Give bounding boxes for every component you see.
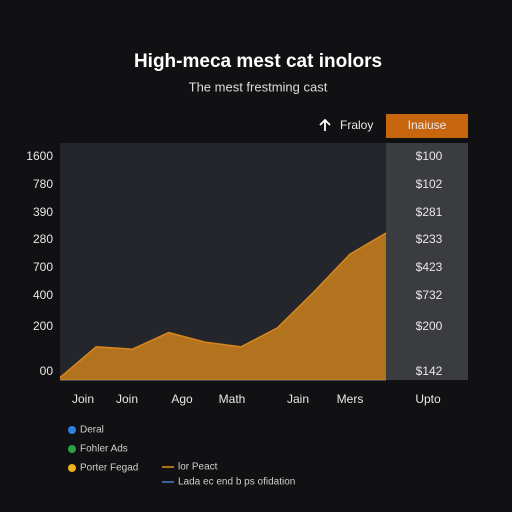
y-tick-label: 280	[33, 232, 53, 246]
y-tick-label: 390	[33, 205, 53, 219]
legend-dot	[68, 426, 76, 434]
side-value: $200	[416, 319, 443, 333]
chart-title: High-meca mest cat inolors	[134, 51, 382, 72]
side-value: $281	[416, 205, 443, 219]
y-tick-label: 700	[33, 260, 53, 274]
y-tick-label: 1600	[26, 149, 53, 163]
y-tick-label: 200	[33, 319, 53, 333]
side-value: $732	[416, 288, 443, 302]
side-value: $142	[416, 364, 443, 378]
toggle-label: Fraloy	[340, 118, 373, 132]
x-tick-label: Mers	[337, 392, 364, 406]
legend-label: Lada ec end b ps ofidation	[178, 477, 295, 488]
x-tick-label: Ago	[171, 392, 193, 406]
legend-label: Deral	[80, 425, 104, 436]
x-tick-label: Jain	[287, 392, 309, 406]
y-tick-label: 00	[40, 364, 54, 378]
x-tick-label: Math	[219, 392, 246, 406]
legend-dot	[68, 445, 76, 453]
arrow-icon	[319, 118, 331, 131]
side-value: $423	[416, 260, 443, 274]
y-tick-label: 400	[33, 288, 53, 302]
legend-label: Porter Fegad	[80, 463, 138, 474]
legend-dot	[68, 464, 76, 472]
chart-subtitle: The mest frestming cast	[189, 79, 328, 94]
toggle[interactable]: Fraloy	[319, 118, 373, 132]
y-tick-label: 780	[33, 177, 53, 191]
side-value: $100	[416, 149, 443, 163]
area-line	[59, 232, 387, 379]
side-value: $102	[416, 177, 443, 191]
side-panel	[386, 143, 468, 380]
button-bg	[386, 114, 468, 138]
legend-label: Fohler Ads	[80, 444, 128, 455]
button-label: Inaiuse	[408, 118, 447, 132]
side-value: $233	[416, 232, 443, 246]
x-tick-label: Join	[72, 392, 94, 406]
x-tick-label: Join	[116, 392, 138, 406]
area	[60, 233, 386, 380]
button[interactable]: Inaiuse	[386, 114, 468, 138]
side-label: Upto	[415, 392, 441, 406]
legend-label: lor Peact	[178, 462, 218, 473]
